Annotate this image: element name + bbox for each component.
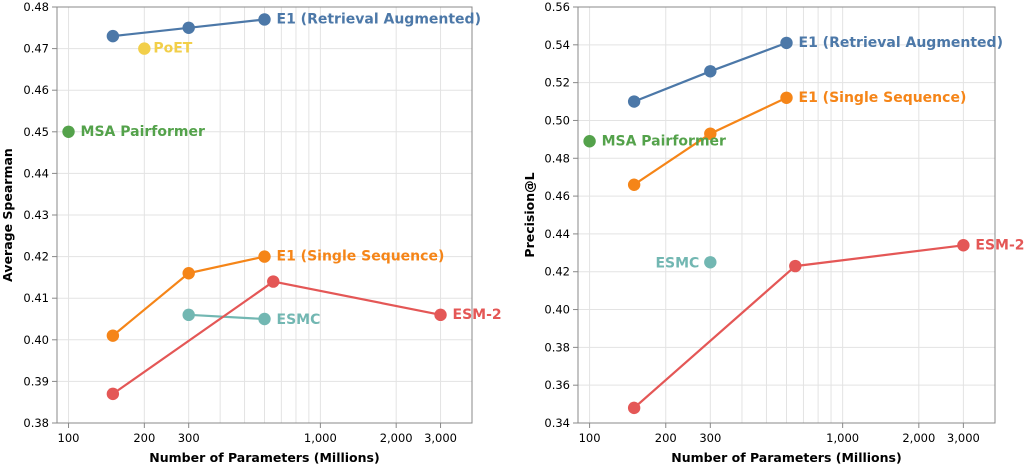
x-tick-label: 300 <box>699 431 721 445</box>
x-tick-label: 300 <box>178 431 200 445</box>
data-point <box>258 312 271 326</box>
x-tick-label: 1,000 <box>826 431 859 445</box>
series-msa-pairformer: MSA Pairformer <box>583 133 726 149</box>
data-point <box>182 267 195 280</box>
series-msa-pairformer: MSA Pairformer <box>62 124 205 140</box>
data-point <box>182 308 195 322</box>
series-label: ESMC <box>277 312 321 328</box>
x-tick-label: 1,000 <box>304 431 337 445</box>
data-point <box>704 256 717 269</box>
data-point <box>106 29 120 43</box>
series-line <box>188 313 265 321</box>
series-e1-retrieval-augmented: E1 (Retrieval Augmented) <box>627 35 1003 108</box>
x-tick-label: 200 <box>133 431 155 445</box>
y-tick-label: 0.42 <box>544 265 570 279</box>
y-tick-label: 0.40 <box>544 303 570 317</box>
x-tick-label: 200 <box>655 431 677 445</box>
series-esm-2: ESM-2 <box>106 275 502 401</box>
gridlines <box>577 6 996 424</box>
series-esmc: ESMC <box>655 255 717 271</box>
x-tick-label: 2,000 <box>380 431 413 445</box>
y-tick-label: 0.38 <box>23 416 49 430</box>
series-label: PoET <box>153 41 192 57</box>
x-axis-title: Number of Parameters (Millions) <box>671 450 901 465</box>
series-label: ESM-2 <box>453 307 502 323</box>
data-point <box>258 13 271 26</box>
y-tick-label: 0.50 <box>544 113 570 127</box>
data-point <box>583 135 596 148</box>
series-esmc: ESMC <box>182 308 321 328</box>
data-point <box>627 95 641 108</box>
data-point <box>182 21 195 34</box>
x-tick-label: 3,000 <box>424 431 457 445</box>
y-tick-label: 0.46 <box>23 83 49 97</box>
y-tick-label: 0.44 <box>23 166 49 180</box>
data-point <box>704 127 717 140</box>
y-axis-title: Average Spearman <box>0 148 15 282</box>
x-tick-label: 100 <box>579 431 601 445</box>
y-tick-label: 0.41 <box>23 291 49 305</box>
y-tick-label: 0.34 <box>544 416 570 430</box>
data-point <box>138 42 151 55</box>
data-point <box>106 329 120 342</box>
series-label: E1 (Single Sequence) <box>277 249 445 265</box>
data-point <box>780 36 793 50</box>
y-tick-label: 0.39 <box>23 374 49 388</box>
y-tick-label: 0.43 <box>23 208 49 222</box>
data-point <box>704 65 717 78</box>
y-tick-label: 0.45 <box>23 125 49 139</box>
y-tick-label: 0.44 <box>544 227 570 241</box>
series-label: MSA Pairformer <box>602 133 726 149</box>
data-point <box>258 250 271 263</box>
series-e1-retrieval-augmented: E1 (Retrieval Augmented) <box>106 11 481 43</box>
data-point <box>106 387 120 401</box>
series-label: E1 (Retrieval Augmented) <box>277 11 481 27</box>
chart-2: 0.34 0.36 0.38 0.40 0.42 0.44 0.46 0.48 0.50 0.52… <box>522 0 1024 465</box>
data-point <box>957 239 970 252</box>
y-tick-label: 0.52 <box>544 76 570 90</box>
series-label: ESM-2 <box>975 237 1024 253</box>
y-axis-title: Precision@L <box>522 172 537 257</box>
series-poet: PoET <box>138 41 193 57</box>
y-tick-label: 0.42 <box>23 250 49 264</box>
data-point <box>627 178 641 191</box>
gridlines <box>56 6 473 424</box>
y-tick-label: 0.56 <box>544 0 570 14</box>
x-tick-label: 3,000 <box>947 431 980 445</box>
plot-frame <box>577 6 996 424</box>
series-e1-single-sequence: E1 (Single Sequence) <box>106 249 445 342</box>
y-tick-label: 0.38 <box>544 340 570 354</box>
chart-1: 0.38 0.39 0.40 0.41 0.42 0.43 0.44 0.45 0.46 0.47… <box>0 0 502 465</box>
y-tick-label: 0.48 <box>23 0 49 14</box>
x-tick-label: 2,000 <box>902 431 935 445</box>
y-tick-label: 0.46 <box>544 189 570 203</box>
series-label: E1 (Single Sequence) <box>799 90 967 106</box>
data-point <box>267 275 280 288</box>
series-e1-single-sequence: E1 (Single Sequence) <box>627 90 967 191</box>
data-point <box>434 308 447 322</box>
y-tick-label: 0.48 <box>544 151 570 165</box>
y-tick-label: 0.40 <box>23 333 49 347</box>
data-point <box>789 259 802 273</box>
y-tick-label: 0.36 <box>544 378 570 392</box>
data-point <box>780 91 793 104</box>
y-tick-label: 0.54 <box>544 38 570 52</box>
data-point <box>627 401 641 415</box>
x-axis-title: Number of Parameters (Millions) <box>149 450 379 465</box>
series-esm-2: ESM-2 <box>627 237 1024 415</box>
series-label: MSA Pairformer <box>81 124 205 140</box>
x-tick-label: 100 <box>58 431 80 445</box>
data-point <box>62 125 75 138</box>
series-label: ESMC <box>655 255 699 271</box>
series-label: E1 (Retrieval Augmented) <box>799 35 1003 51</box>
y-tick-label: 0.47 <box>23 42 49 56</box>
